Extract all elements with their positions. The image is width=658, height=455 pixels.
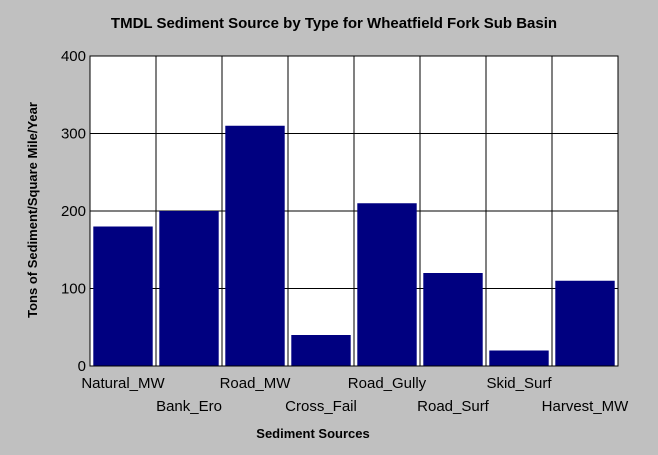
x-tick-label: Natural_MW bbox=[81, 375, 165, 392]
y-tick-label: 300 bbox=[61, 126, 86, 143]
x-tick-label: Road_MW bbox=[220, 375, 292, 392]
x-tick-label: Road_Gully bbox=[348, 375, 427, 392]
plot-frame bbox=[89, 55, 619, 367]
bar-road-surf bbox=[423, 273, 483, 366]
y-axis-title: Tons of Sediment/Square Mile/Year bbox=[25, 102, 40, 318]
x-tick-label: Road_Surf bbox=[417, 398, 490, 415]
x-tick-label: Bank_Ero bbox=[156, 398, 222, 415]
x-axis-ticks: Natural_MW Bank_Ero Road_MW Cross_Fail Road_… bbox=[81, 375, 629, 415]
bar-cross-fail bbox=[291, 335, 351, 366]
x-tick-label: Harvest_MW bbox=[542, 398, 630, 415]
y-tick-label: 0 bbox=[78, 358, 86, 375]
bars bbox=[93, 125, 615, 366]
y-tick-label: 400 bbox=[61, 48, 86, 65]
bar-road-mw bbox=[225, 125, 285, 366]
x-tick-label: Skid_Surf bbox=[486, 375, 552, 392]
chart-title: TMDL Sediment Source by Type for Wheatfi… bbox=[111, 15, 557, 32]
vertical-gridlines bbox=[155, 56, 553, 366]
bar-road-gully bbox=[357, 203, 417, 366]
bar-skid-surf bbox=[489, 350, 549, 366]
y-tick-label: 100 bbox=[61, 281, 86, 298]
x-axis-title: Sediment Sources bbox=[256, 426, 369, 441]
bar-harvest-mw bbox=[555, 280, 615, 366]
x-tick-label: Cross_Fail bbox=[285, 398, 357, 415]
bar-natural-mw bbox=[93, 226, 153, 366]
bar-bank-ero bbox=[159, 211, 219, 366]
y-tick-label: 200 bbox=[61, 203, 86, 220]
y-axis-ticks: 0 100 200 300 400 bbox=[61, 48, 86, 375]
